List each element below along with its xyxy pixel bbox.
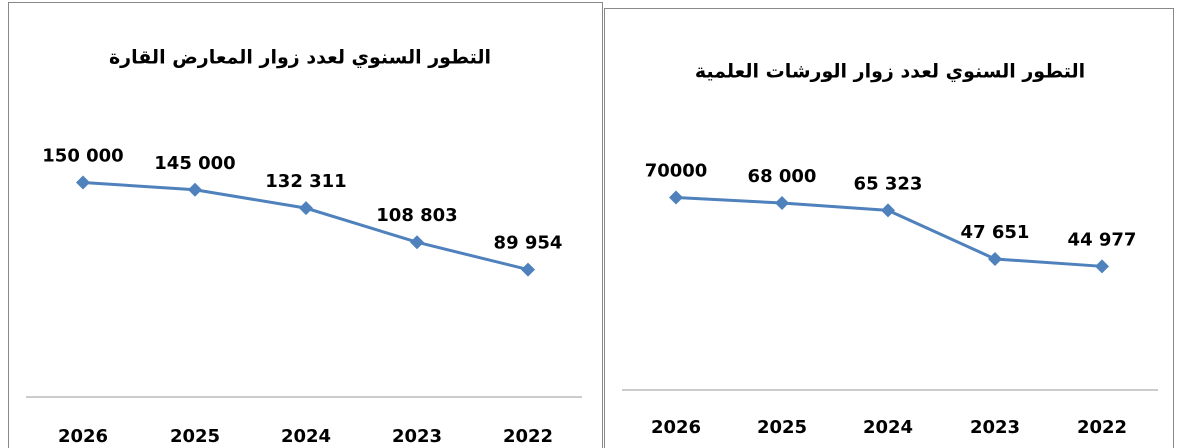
panel-right [604, 8, 1174, 448]
x-tick-label: 2025 [170, 426, 220, 447]
x-tick-label: 2025 [757, 417, 807, 438]
x-tick-label: 2026 [651, 417, 701, 438]
data-label: 108 803 [376, 205, 457, 226]
marker [988, 251, 1002, 266]
x-tick-label: 2023 [970, 417, 1020, 438]
marker [669, 190, 683, 205]
marker [299, 201, 313, 216]
marker [521, 262, 535, 277]
x-tick-label: 2022 [503, 426, 553, 447]
marker [188, 182, 202, 197]
chart-title: التطور السنوي لعدد زوار المعارض القارة [109, 47, 491, 70]
data-label: 70000 [645, 161, 708, 182]
data-label: 44 977 [1068, 229, 1137, 250]
data-label: 145 000 [154, 153, 235, 174]
data-label: 68 000 [748, 166, 817, 187]
x-tick-label: 2022 [1077, 417, 1127, 438]
marker [76, 175, 90, 190]
data-label: 89 954 [494, 233, 563, 254]
marker [881, 203, 895, 218]
x-tick-label: 2023 [392, 426, 442, 447]
data-label: 150 000 [42, 146, 123, 167]
marker [1095, 259, 1109, 274]
x-tick-label: 2026 [58, 426, 108, 447]
data-label: 132 311 [265, 171, 346, 192]
series-line [82, 181, 529, 272]
x-tick-label: 2024 [863, 417, 913, 438]
chart-title: التطور السنوي لعدد زوار الورشات العلمية [695, 61, 1085, 84]
data-label: 47 651 [961, 222, 1030, 243]
marker [775, 196, 789, 210]
x-tick-label: 2024 [281, 426, 331, 447]
panel-left [8, 2, 603, 448]
marker [410, 235, 424, 250]
data-label: 65 323 [854, 173, 923, 194]
